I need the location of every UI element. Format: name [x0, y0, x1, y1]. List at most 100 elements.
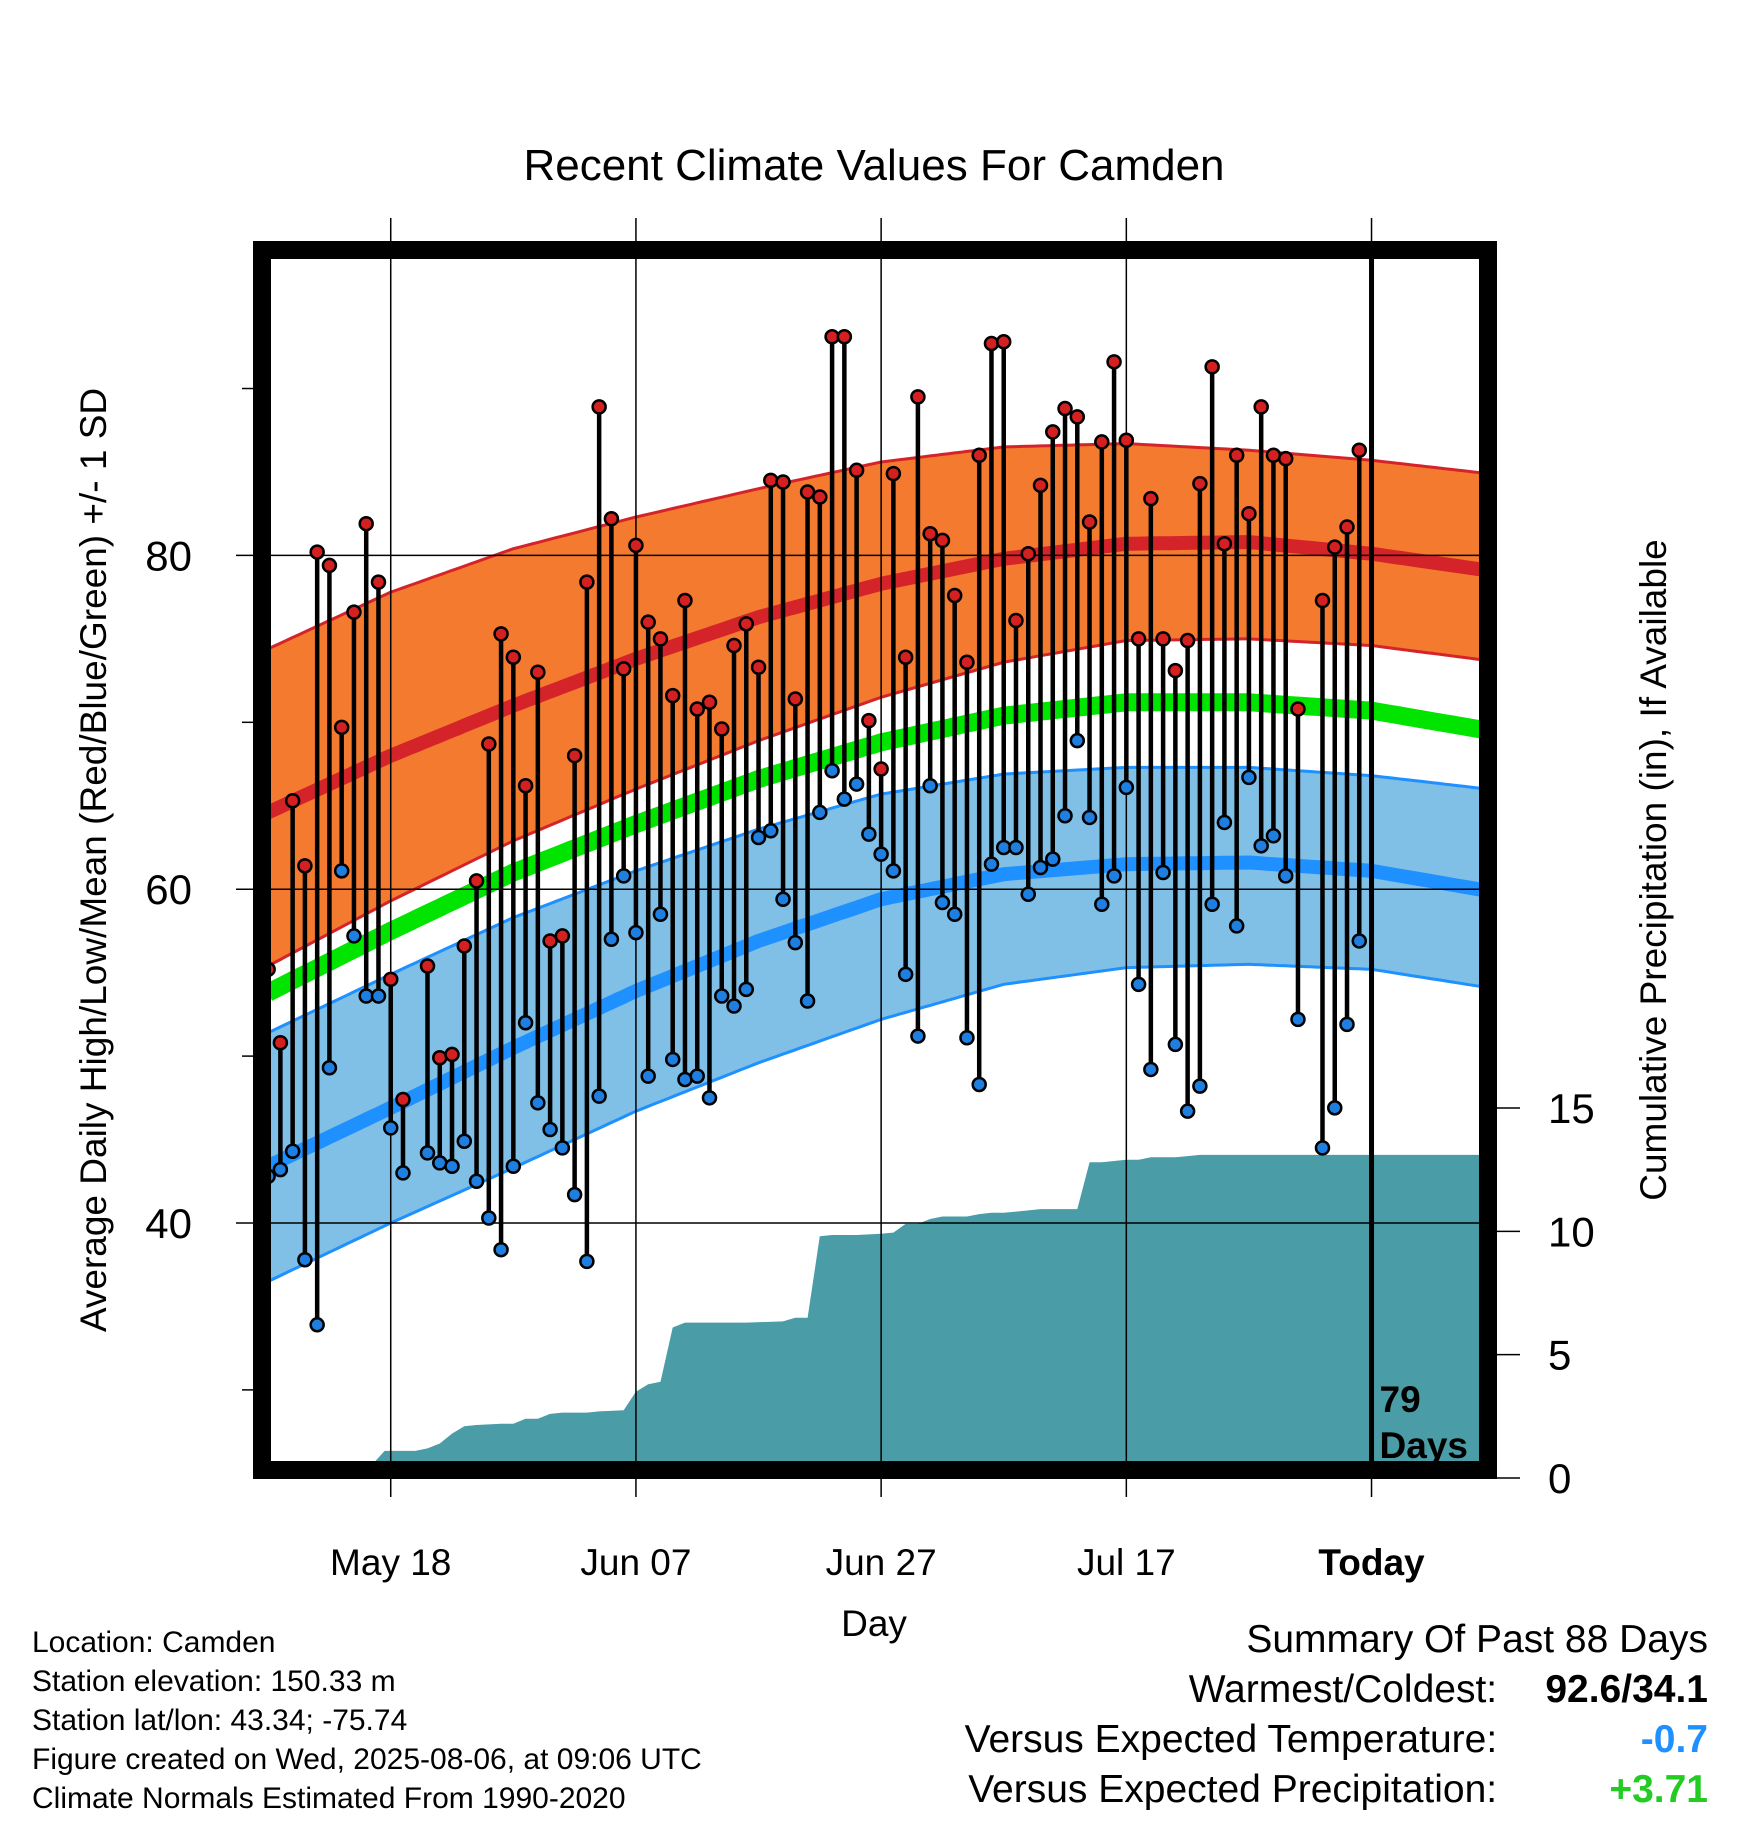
low-point — [787, 934, 804, 951]
low-point — [640, 1068, 656, 1084]
high-point — [885, 465, 902, 482]
low-point — [603, 931, 620, 948]
high-point — [1057, 400, 1073, 417]
low-point — [701, 1090, 718, 1106]
low-point — [468, 1173, 485, 1190]
low-point — [836, 791, 853, 807]
high-point — [382, 971, 399, 988]
y-tick-label: 40 — [145, 1200, 192, 1247]
low-point — [1314, 1140, 1331, 1156]
high-point — [848, 462, 865, 479]
low-point — [444, 1158, 460, 1175]
high-point — [1277, 450, 1294, 467]
low-point — [873, 846, 889, 862]
high-point — [1167, 662, 1184, 679]
high-point — [1008, 612, 1024, 629]
x-tick-label: Jul 17 — [1077, 1542, 1176, 1583]
y-tick-label: 60 — [145, 866, 192, 913]
high-point — [615, 661, 632, 677]
temp-label: Versus Expected Temperature: — [964, 1718, 1498, 1761]
high-point — [579, 574, 595, 590]
low-point — [1008, 839, 1024, 856]
high-point — [836, 329, 853, 345]
high-point — [1045, 424, 1061, 440]
high-point — [468, 873, 485, 889]
low-point — [419, 1145, 436, 1161]
low-point — [824, 762, 840, 779]
normals-text: Climate Normals Estimated From 1990-2020 — [32, 1782, 626, 1815]
temp-value: -0.7 — [1640, 1718, 1708, 1761]
high-point — [591, 399, 607, 415]
low-point — [714, 988, 730, 1004]
high-point — [628, 537, 644, 554]
high-point — [995, 334, 1012, 350]
x-tick-label: Today — [1318, 1542, 1425, 1583]
high-point — [1314, 592, 1331, 609]
high-point — [664, 687, 681, 704]
low-point — [677, 1071, 693, 1088]
x-tick-label: Jun 07 — [580, 1542, 691, 1583]
high-point — [763, 472, 779, 489]
high-point — [603, 510, 620, 527]
low-point — [1277, 868, 1294, 884]
low-point — [370, 988, 387, 1004]
low-point — [1032, 859, 1049, 876]
high-point — [554, 928, 571, 944]
high-point — [481, 736, 497, 752]
high-point — [946, 587, 963, 604]
precip-row: Versus Expected Precipitation: +3.71 — [808, 1765, 1708, 1815]
low-point — [1228, 918, 1245, 934]
high-point — [750, 659, 767, 675]
y2-tick-label: 10 — [1548, 1208, 1595, 1255]
low-point — [1167, 1036, 1184, 1053]
low-point — [1020, 886, 1036, 902]
temp-row: Versus Expected Temperature: -0.7 — [808, 1715, 1708, 1765]
low-point — [934, 894, 951, 911]
high-point — [505, 649, 522, 665]
high-point — [566, 747, 583, 764]
y-tick-label: 80 — [145, 532, 192, 579]
today-marker: 79 Days — [1369, 250, 1468, 1470]
warmest-coldest-row: Warmest/Coldest: 92.6/34.1 — [808, 1665, 1708, 1715]
high-point — [1327, 539, 1343, 555]
low-point — [591, 1088, 607, 1104]
y2-tick-label: 15 — [1548, 1085, 1595, 1132]
high-point — [1228, 447, 1245, 464]
low-point — [1327, 1100, 1343, 1116]
high-point — [714, 721, 730, 737]
low-point — [910, 1028, 926, 1044]
low-point — [505, 1158, 522, 1175]
low-point — [272, 1161, 289, 1178]
low-point — [542, 1121, 558, 1138]
high-point — [1106, 354, 1122, 370]
high-point — [456, 938, 473, 954]
low-point — [1130, 976, 1147, 993]
high-point — [1130, 631, 1147, 647]
high-point — [321, 557, 338, 574]
low-point — [1094, 896, 1110, 912]
daily-points — [260, 329, 1368, 1333]
low-point — [750, 829, 767, 846]
low-point — [628, 924, 644, 941]
low-point — [983, 856, 1000, 872]
low-point — [1351, 933, 1368, 949]
low-point — [517, 1014, 534, 1031]
high-point — [1081, 514, 1098, 530]
low-point — [885, 863, 902, 879]
low-point — [1290, 1011, 1306, 1028]
high-point — [1020, 545, 1036, 562]
high-point — [652, 631, 669, 647]
days-count-label: 79 — [1380, 1379, 1421, 1420]
low-point — [1069, 732, 1086, 749]
low-point — [1192, 1078, 1208, 1094]
high-point — [689, 701, 705, 717]
high-point — [873, 761, 889, 777]
low-point — [664, 1051, 681, 1068]
summary-heading: Summary Of Past 88 Days — [1246, 1618, 1708, 1661]
high-point — [517, 777, 534, 794]
low-point — [1339, 1016, 1355, 1033]
low-point — [579, 1253, 595, 1270]
low-point — [763, 823, 779, 839]
high-point — [333, 719, 350, 736]
